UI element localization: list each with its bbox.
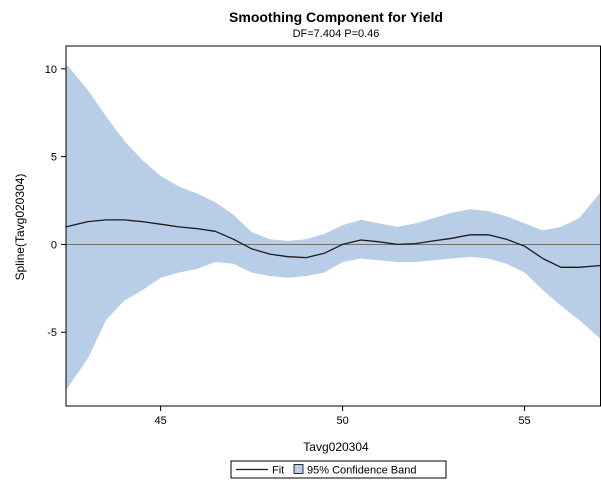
y-tick-label: 0 bbox=[51, 239, 57, 251]
y-axis-title: Spline(Tavg020304) bbox=[13, 174, 27, 281]
plot-area: 45 50 55 -5 0 5 10 bbox=[45, 45, 601, 427]
x-tick-label: 45 bbox=[155, 415, 167, 427]
legend: Fit 95% Confidence Band bbox=[230, 460, 447, 479]
x-axis-title: Tavg020304 bbox=[303, 440, 369, 454]
x-tick-label: 50 bbox=[336, 415, 348, 427]
confidence-band bbox=[66, 63, 601, 391]
legend-frame bbox=[230, 460, 447, 479]
y-tick-label: -5 bbox=[47, 327, 57, 339]
fit-line bbox=[66, 219, 601, 268]
y-tick-label: 5 bbox=[51, 152, 57, 164]
legend-fit-label: Fit bbox=[272, 465, 284, 477]
legend-band-swatch bbox=[293, 464, 304, 474]
chart-subtitle: DF=7.404 P=0.46 bbox=[293, 28, 380, 40]
chart-title: Smoothing Component for Yield bbox=[229, 9, 443, 25]
x-tick-label: 55 bbox=[518, 415, 530, 427]
legend-band-label: 95% Confidence Band bbox=[307, 465, 416, 477]
y-tick-label: 10 bbox=[45, 64, 57, 76]
